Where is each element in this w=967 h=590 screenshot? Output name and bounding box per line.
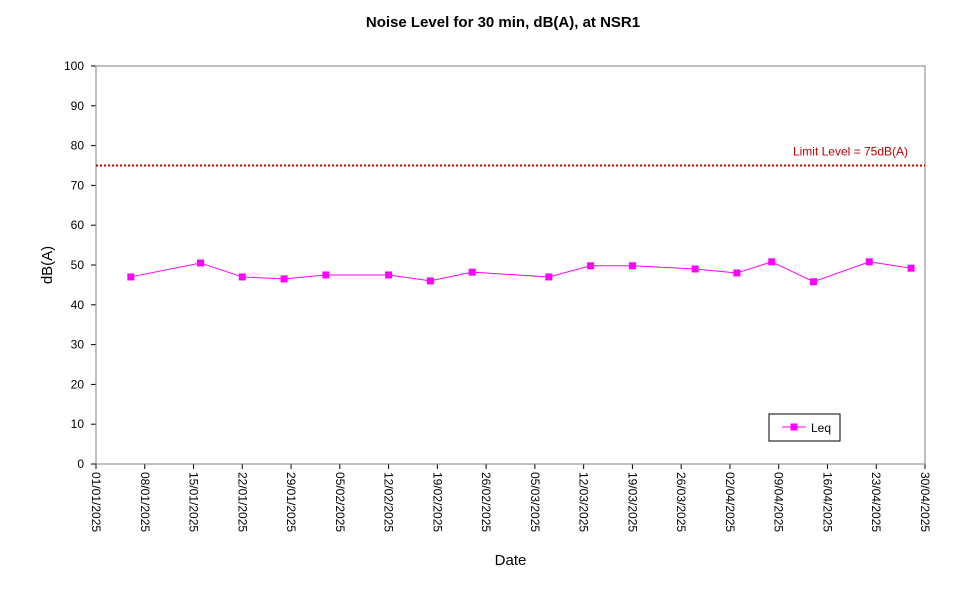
y-tick-label: 0: [77, 457, 84, 471]
y-axis-label: dB(A): [39, 246, 56, 284]
legend: Leq: [768, 413, 841, 442]
x-tick-label: 15/01/2025: [187, 472, 201, 532]
data-point: [628, 262, 636, 270]
data-point: [907, 264, 915, 272]
x-tick-label: 26/03/2025: [674, 472, 688, 532]
x-tick-label: 29/01/2025: [284, 472, 298, 532]
data-point: [691, 265, 699, 273]
x-tick-label: 01/01/2025: [89, 472, 103, 532]
x-tick-label: 09/04/2025: [772, 472, 786, 532]
y-tick-label: 70: [71, 178, 85, 192]
x-tick-label: 23/04/2025: [869, 472, 883, 532]
legend-marker-icon: [790, 423, 798, 431]
y-tick-label: 30: [71, 338, 85, 352]
limit-label: Limit Level = 75dB(A): [793, 145, 908, 159]
legend-label: Leq: [811, 421, 831, 435]
data-point: [810, 278, 818, 286]
x-tick-label: 16/04/2025: [820, 472, 834, 532]
y-tick-label: 60: [71, 218, 85, 232]
data-point: [426, 277, 434, 285]
x-axis-label: Date: [495, 552, 527, 569]
data-point: [865, 258, 873, 266]
x-tick-label: 08/01/2025: [138, 472, 152, 532]
x-tick-label: 22/01/2025: [235, 472, 249, 532]
data-point: [545, 273, 553, 281]
y-tick-label: 40: [71, 298, 85, 312]
data-point: [322, 271, 330, 279]
data-point: [768, 258, 776, 266]
x-tick-label: 12/03/2025: [577, 472, 591, 532]
data-point: [280, 275, 288, 283]
x-tick-label: 26/02/2025: [479, 472, 493, 532]
plot-area: [95, 65, 926, 465]
y-tick-label: 100: [64, 59, 84, 73]
y-tick-label: 50: [71, 258, 85, 272]
data-point: [733, 269, 741, 277]
series-line: [130, 261, 912, 283]
y-tick-label: 80: [71, 139, 85, 153]
y-tick-label: 20: [71, 377, 85, 391]
x-tick-label: 02/04/2025: [723, 472, 737, 532]
data-point: [385, 271, 393, 279]
y-tick-label: 10: [71, 417, 85, 431]
x-tick-label: 19/02/2025: [430, 472, 444, 532]
x-tick-label: 12/02/2025: [382, 472, 396, 532]
data-point: [196, 259, 204, 267]
x-axis-ticks: 01/01/2025 08/01/2025 15/01/2025 22/01/2025…: [89, 464, 932, 532]
data-point: [238, 273, 246, 281]
x-tick-label: 05/02/2025: [333, 472, 347, 532]
data-point: [127, 273, 135, 281]
chart-title: Noise Level for 30 min, dB(A), at NSR1: [366, 14, 640, 31]
series-leq: [127, 258, 915, 286]
data-point: [587, 262, 595, 270]
x-tick-label: 30/04/2025: [918, 472, 932, 532]
x-tick-label: 05/03/2025: [528, 472, 542, 532]
x-tick-label: 19/03/2025: [625, 472, 639, 532]
data-point: [468, 268, 476, 276]
y-axis-ticks: 0 10 20 30 40 50 60 70 80 90 100: [64, 59, 96, 471]
y-tick-label: 90: [71, 99, 85, 113]
